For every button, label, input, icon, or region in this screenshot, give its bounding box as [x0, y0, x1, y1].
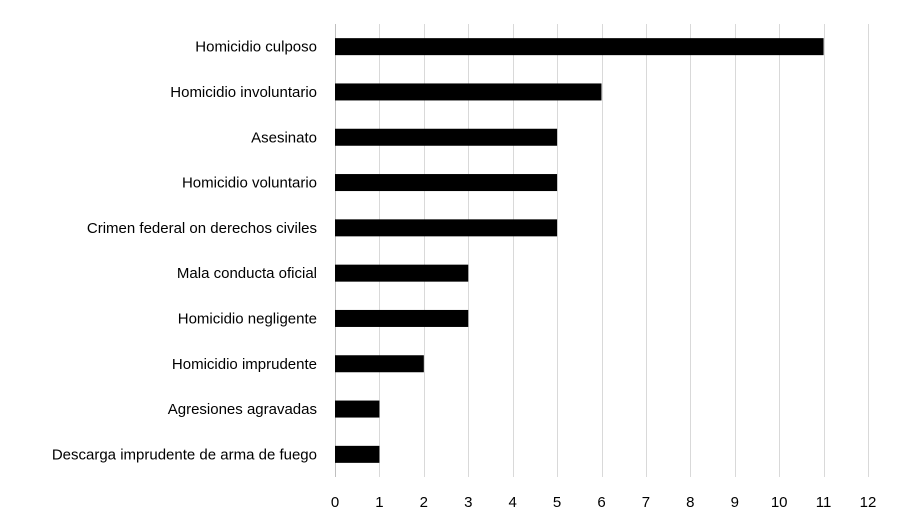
category-labels: Homicidio culposo Homicidio involuntario A… — [52, 39, 317, 464]
category-label: Agresiones agravadas — [168, 401, 317, 418]
x-tick-label: 0 — [331, 494, 339, 511]
bar — [335, 264, 469, 282]
category-label: Mala conducta oficial — [177, 265, 317, 282]
bar — [335, 83, 602, 101]
category-label: Asesinato — [251, 129, 317, 146]
x-tick-label: 11 — [816, 494, 832, 511]
bar — [335, 445, 380, 463]
bar — [335, 309, 469, 327]
category-label: Homicidio involuntario — [170, 84, 317, 101]
bar — [335, 355, 424, 373]
bar — [335, 219, 558, 237]
bar — [335, 128, 558, 146]
bars — [335, 38, 824, 463]
category-label: Descarga imprudente de arma de fuego — [52, 446, 317, 463]
x-tick-label: 4 — [508, 494, 516, 511]
category-label: Homicidio imprudente — [172, 356, 317, 373]
x-tick-label: 6 — [597, 494, 605, 511]
x-tick-label: 10 — [771, 494, 788, 511]
x-tick-label: 7 — [642, 494, 650, 511]
category-label: Homicidio negligente — [178, 310, 317, 327]
x-tick-label: 2 — [420, 494, 428, 511]
x-tick-label: 8 — [686, 494, 694, 511]
category-label: Homicidio culposo — [195, 39, 317, 56]
category-label: Homicidio voluntario — [182, 175, 317, 192]
bar — [335, 38, 824, 56]
x-tick-label: 9 — [731, 494, 739, 511]
x-tick-label: 1 — [375, 494, 383, 511]
bar — [335, 400, 380, 418]
x-tick-label: 3 — [464, 494, 472, 511]
x-tick-label: 5 — [553, 494, 561, 511]
bar — [335, 174, 558, 192]
x-tick-label: 12 — [860, 494, 877, 511]
x-axis-ticks: 0 1 2 3 4 5 6 7 8 9 10 11 12 — [331, 494, 877, 511]
category-label: Crimen federal on derechos civiles — [87, 220, 317, 237]
